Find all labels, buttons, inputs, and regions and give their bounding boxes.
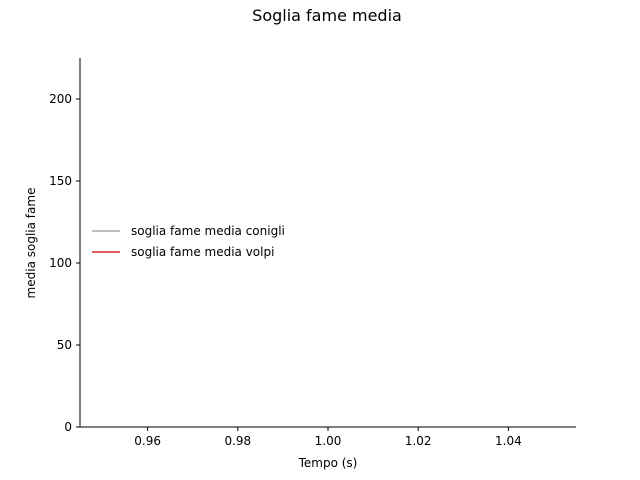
x-ticks: 0.96 0.98 1.00 1.02 1.04 (134, 427, 522, 448)
y-tick-label: 100 (49, 256, 72, 270)
y-tick-label: 150 (49, 174, 72, 188)
x-tick-label: 0.96 (134, 434, 161, 448)
y-tick-label: 50 (57, 338, 72, 352)
x-axis-label: Tempo (s) (298, 456, 358, 470)
y-tick-label: 200 (49, 92, 72, 106)
legend: soglia fame media conigli soglia fame med… (92, 224, 285, 259)
y-ticks: 0 50 100 150 200 (49, 92, 80, 434)
x-tick-label: 1.02 (405, 434, 432, 448)
chart-title: Soglia fame media (252, 6, 402, 25)
y-axis-label: media soglia fame (24, 188, 38, 299)
y-tick-label: 0 (64, 420, 72, 434)
legend-label: soglia fame media conigli (131, 224, 285, 238)
x-tick-label: 1.04 (495, 434, 522, 448)
legend-label: soglia fame media volpi (131, 245, 274, 259)
x-tick-label: 0.98 (224, 434, 251, 448)
x-tick-label: 1.00 (315, 434, 342, 448)
